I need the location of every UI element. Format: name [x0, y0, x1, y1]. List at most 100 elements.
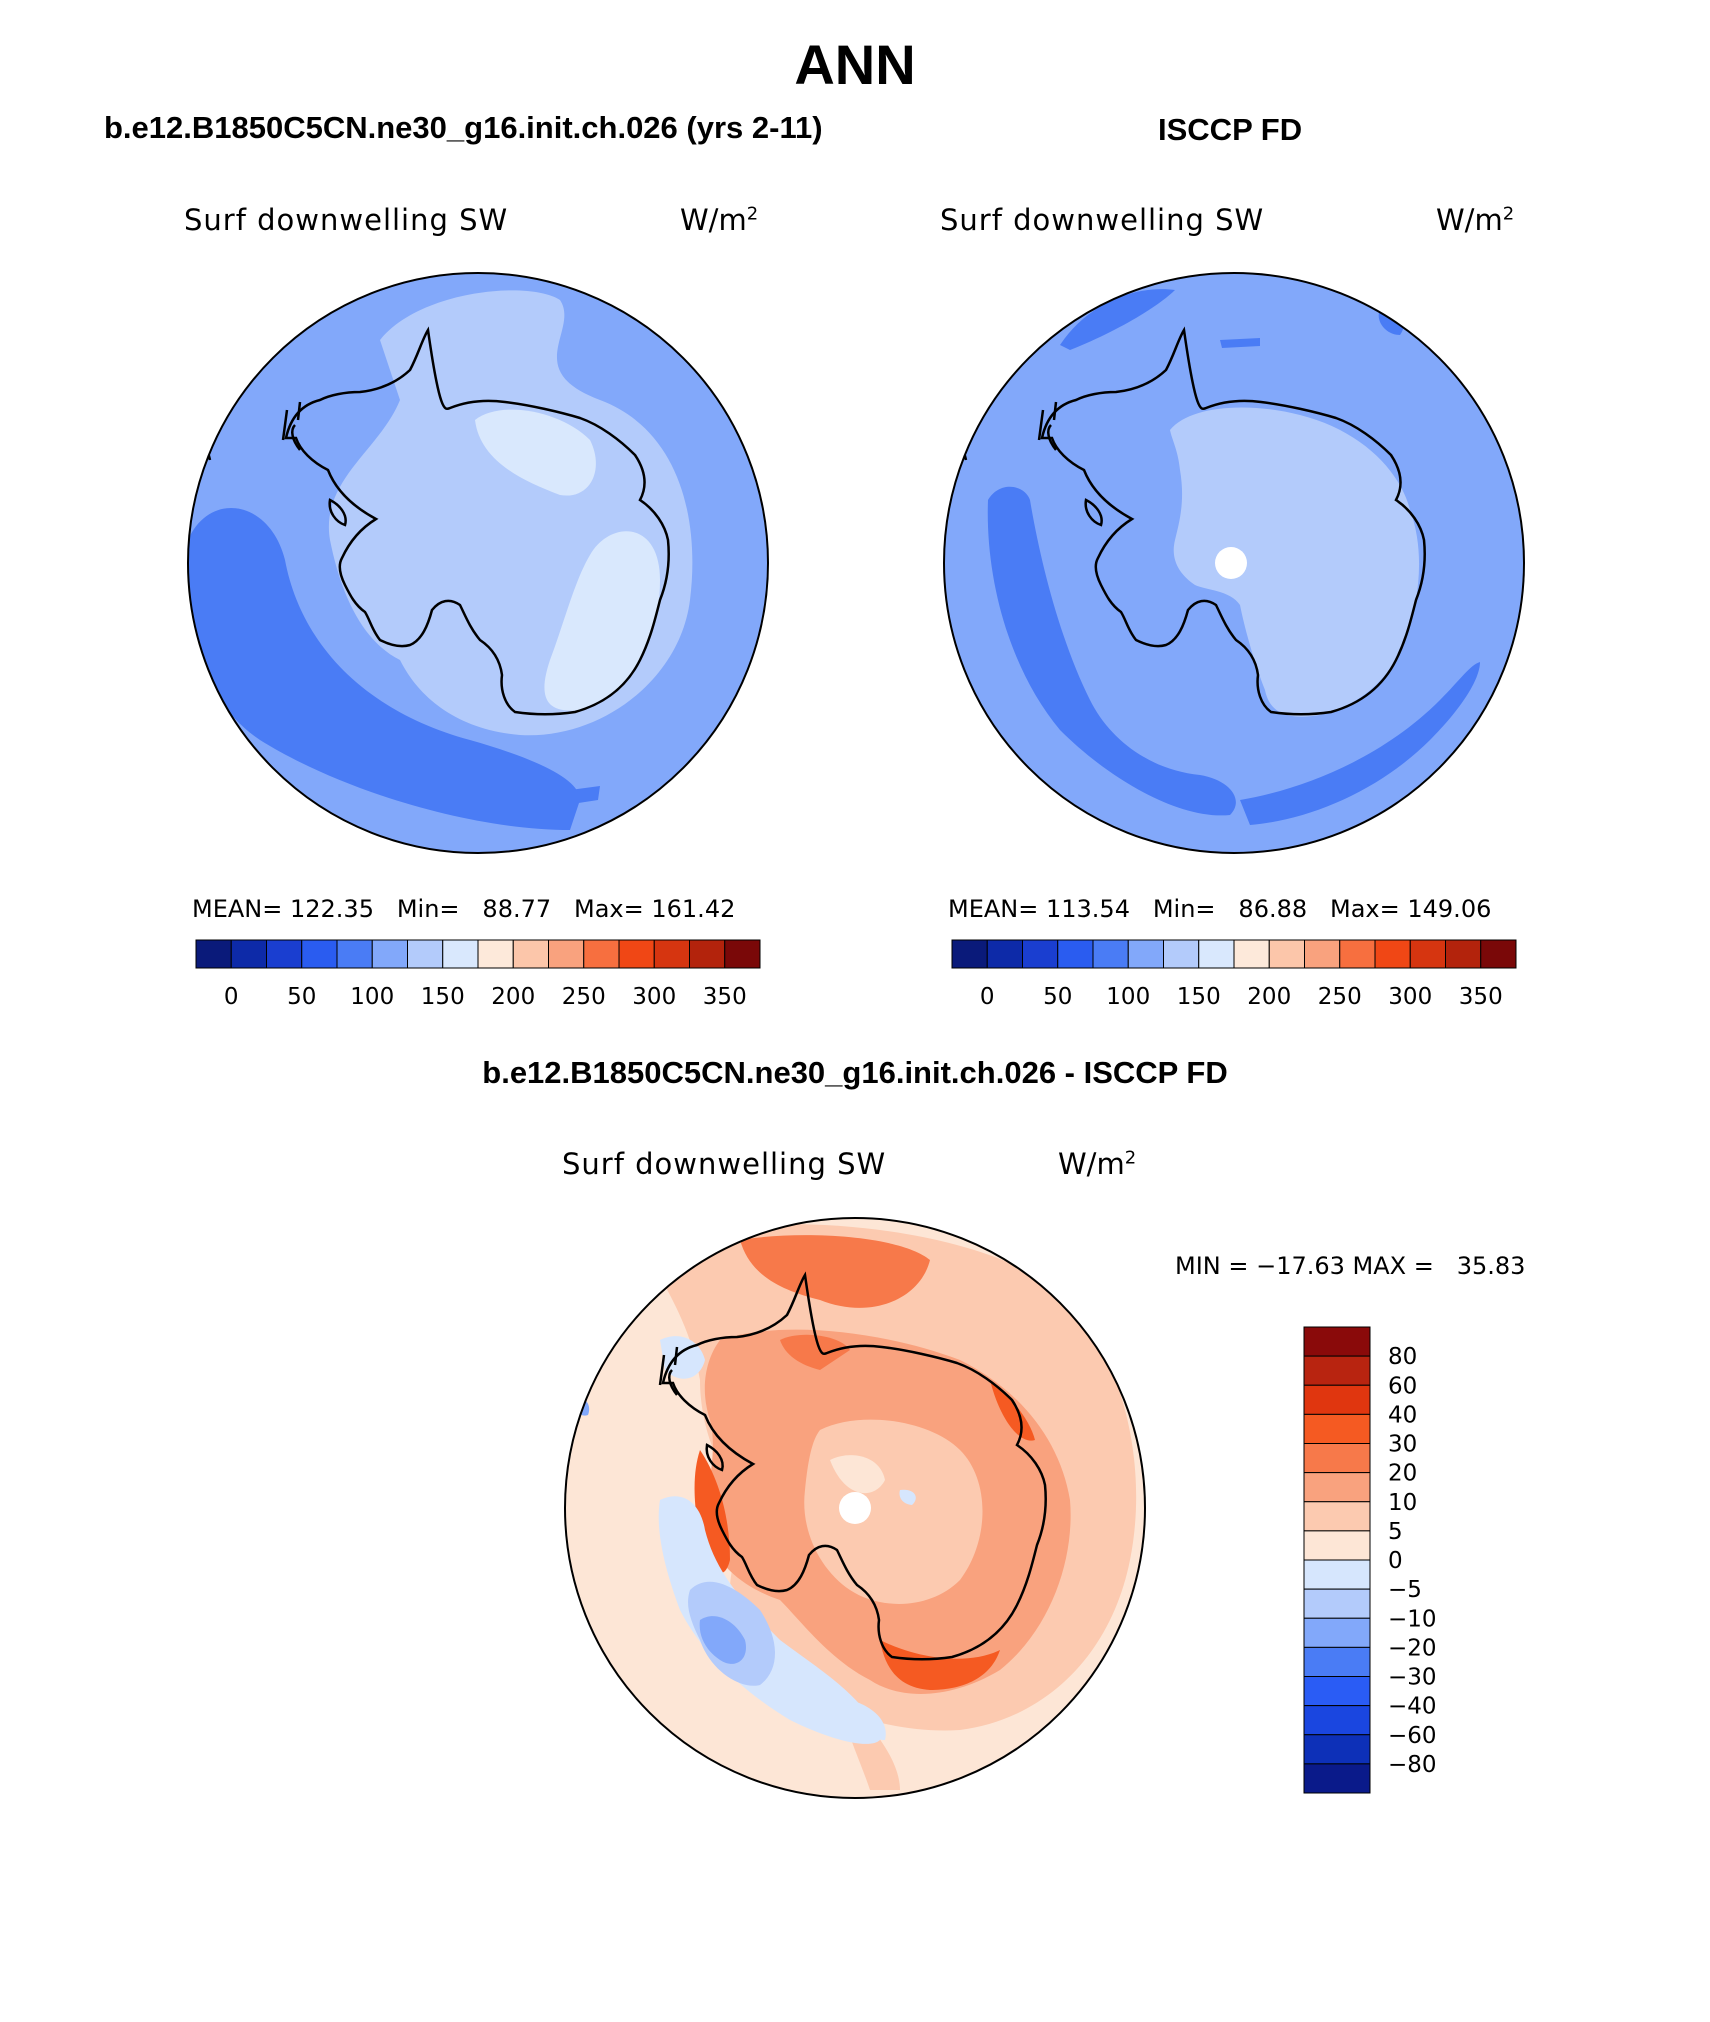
colorbar-box [336, 939, 373, 969]
colorbar-box [1374, 939, 1411, 969]
colorbar-box [1303, 1384, 1371, 1415]
panel2-stats: MEAN= 113.54 Min= 86.88 Max= 149.06 [948, 895, 1492, 923]
panel1-units-label: W/m [680, 203, 747, 237]
colorbar-box [1268, 939, 1305, 969]
colorbar-tick-label: 60 [1388, 1373, 1417, 1399]
panel3-units-label: W/m [1058, 1147, 1125, 1181]
colorbar-box [407, 939, 444, 969]
colorbar-tick-label: 250 [1318, 984, 1362, 1010]
colorbar-box [1303, 1530, 1371, 1561]
colorbar-box [477, 939, 514, 969]
colorbar-box [512, 939, 549, 969]
colorbar-tick-label: 350 [1459, 984, 1503, 1010]
colorbar-box [301, 939, 338, 969]
colorbar-box [951, 939, 988, 969]
panel3-coastline [658, 1271, 1047, 1661]
colorbar-tick-label: −10 [1388, 1606, 1437, 1632]
colorbar-box [266, 939, 303, 969]
panel1-map [188, 273, 768, 853]
colorbar-box [1445, 939, 1482, 969]
panel3-field-label: Surf downwelling SW [562, 1147, 887, 1181]
panel3-units: W/m2 [1058, 1147, 1136, 1181]
colorbar-box [1303, 1617, 1371, 1648]
colorbar-tick-label: −60 [1388, 1723, 1437, 1749]
colorbar-tick-label: 150 [421, 984, 465, 1010]
right-panel-title: ISCCP FD [1158, 112, 1303, 147]
panel3-colorbar: 80 60 40 30 20 10 5 0 −5 −10 −20 −30 −40 −60 −80 [1303, 1326, 1437, 1794]
colorbar-tick-label: 200 [491, 984, 535, 1010]
colorbar-tick-label: 100 [350, 984, 394, 1010]
panel2-colorbar: 0 50 100 150 200 250 300 350 [951, 939, 1517, 1010]
panel2-field-label: Surf downwelling SW [940, 203, 1265, 237]
colorbar-box [986, 939, 1023, 969]
colorbar-box [653, 939, 690, 969]
colorbar-box [1057, 939, 1094, 969]
panel3-map [565, 1218, 1145, 1798]
colorbar-box [1303, 1763, 1371, 1794]
colorbar-box [583, 939, 620, 969]
colorbar-tick-label: −5 [1388, 1577, 1422, 1603]
colorbar-box [1198, 939, 1235, 969]
colorbar-box [1409, 939, 1446, 969]
panel1-stats: MEAN= 122.35 Min= 88.77 Max= 161.42 [192, 895, 736, 923]
colorbar-tick-label: 150 [1177, 984, 1221, 1010]
colorbar-box [724, 939, 761, 969]
colorbar-box [1092, 939, 1129, 969]
panel1-map-border [187, 272, 769, 854]
colorbar-tick-label: 40 [1388, 1402, 1417, 1428]
colorbar-tick-label: 300 [632, 984, 676, 1010]
colorbar-tick-label: −30 [1388, 1665, 1437, 1691]
colorbar-box [371, 939, 408, 969]
colorbar-tick-label: 5 [1388, 1519, 1403, 1545]
colorbar-box [1303, 1355, 1371, 1386]
page-title: ANN [794, 33, 916, 96]
panel1-units-exponent: 2 [746, 203, 759, 225]
panel2-map-border [943, 272, 1525, 854]
panel2-map [944, 273, 1524, 853]
colorbar-box [1303, 1501, 1371, 1532]
panel3-map-border [564, 1217, 1146, 1799]
colorbar-box [1233, 939, 1270, 969]
colorbar-box [442, 939, 479, 969]
colorbar-box [1303, 1559, 1371, 1590]
colorbar-box [1022, 939, 1059, 969]
colorbar-tick-label: 20 [1388, 1461, 1417, 1487]
colorbar-box [548, 939, 585, 969]
colorbar-box [1303, 1676, 1371, 1707]
colorbar-box [1303, 1705, 1371, 1736]
colorbar-box [1303, 1472, 1371, 1503]
panel2-units-label: W/m [1436, 203, 1503, 237]
panel2-units-exponent: 2 [1502, 203, 1515, 225]
colorbar-tick-label: 200 [1247, 984, 1291, 1010]
colorbar-box [1303, 1646, 1371, 1677]
diff-panel-title: b.e12.B1850C5CN.ne30_g16.init.ch.026 - I… [482, 1055, 1228, 1090]
colorbar-box [1127, 939, 1164, 969]
colorbar-tick-label: 250 [562, 984, 606, 1010]
colorbar-tick-label: 300 [1388, 984, 1432, 1010]
colorbar-box [1303, 1326, 1371, 1357]
colorbar-tick-label: 50 [1043, 984, 1072, 1010]
colorbar-box [230, 939, 267, 969]
panel2-units: W/m2 [1436, 203, 1514, 237]
colorbar-tick-label: 80 [1388, 1344, 1417, 1370]
panel1-units: W/m2 [680, 203, 758, 237]
colorbar-box [195, 939, 232, 969]
colorbar-tick-label: 100 [1106, 984, 1150, 1010]
panel3-units-exponent: 2 [1124, 1147, 1137, 1169]
panel1-coastline [205, 326, 670, 716]
colorbar-tick-label: 50 [287, 984, 316, 1010]
panel2-coastline [961, 326, 1426, 716]
colorbar-box [1339, 939, 1376, 969]
colorbar-box [618, 939, 655, 969]
colorbar-box [1303, 1413, 1371, 1444]
colorbar-tick-label: −20 [1388, 1635, 1437, 1661]
colorbar-tick-label: 0 [1388, 1548, 1403, 1574]
colorbar-box [1303, 1734, 1371, 1765]
colorbar-box [1303, 1443, 1371, 1474]
colorbar-tick-label: 0 [224, 984, 239, 1010]
colorbar-tick-label: 350 [703, 984, 747, 1010]
colorbar-tick-label: 10 [1388, 1490, 1417, 1516]
colorbar-tick-label: 30 [1388, 1432, 1417, 1458]
panel3-stats: MIN = −17.63 MAX = 35.83 [1175, 1252, 1526, 1280]
colorbar-box [1303, 1588, 1371, 1619]
